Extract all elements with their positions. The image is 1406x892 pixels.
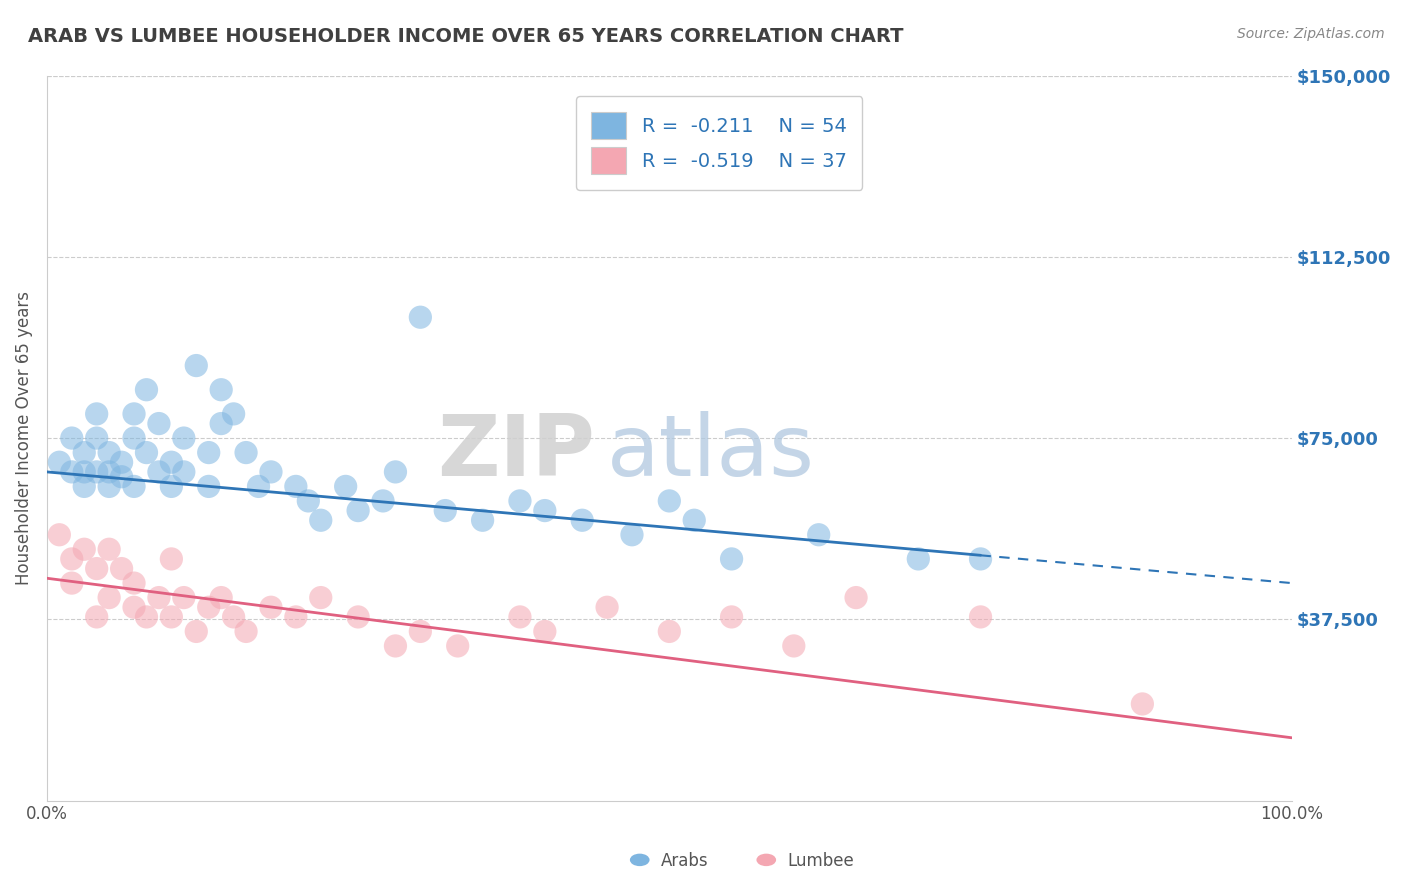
Point bbox=[60, 465, 83, 479]
Point bbox=[384, 465, 406, 479]
Point bbox=[247, 479, 270, 493]
Point bbox=[186, 359, 208, 373]
Point bbox=[160, 455, 183, 469]
Point bbox=[60, 576, 83, 591]
Point bbox=[209, 417, 232, 431]
Point bbox=[683, 513, 706, 527]
Point bbox=[73, 542, 96, 557]
Point bbox=[160, 610, 183, 624]
Point bbox=[284, 610, 307, 624]
Point bbox=[347, 503, 370, 517]
Point bbox=[48, 455, 70, 469]
Point bbox=[98, 591, 121, 605]
Point bbox=[98, 465, 121, 479]
Point bbox=[98, 445, 121, 459]
Legend: R =  -0.211    N = 54, R =  -0.519    N = 37: R = -0.211 N = 54, R = -0.519 N = 37 bbox=[576, 96, 862, 190]
Point bbox=[845, 591, 868, 605]
Point bbox=[434, 503, 457, 517]
Point bbox=[122, 479, 145, 493]
Point bbox=[86, 610, 108, 624]
Point bbox=[534, 624, 557, 639]
Point bbox=[110, 469, 132, 483]
Point bbox=[409, 624, 432, 639]
Point bbox=[60, 431, 83, 445]
Point bbox=[160, 479, 183, 493]
Point bbox=[347, 610, 370, 624]
Point bbox=[371, 494, 394, 508]
Point bbox=[783, 639, 806, 653]
Point bbox=[969, 552, 991, 566]
Point bbox=[260, 465, 283, 479]
Point bbox=[86, 431, 108, 445]
Point bbox=[86, 465, 108, 479]
Point bbox=[297, 494, 319, 508]
Point bbox=[471, 513, 494, 527]
Point bbox=[122, 431, 145, 445]
Point bbox=[907, 552, 929, 566]
Point bbox=[658, 624, 681, 639]
Point bbox=[658, 494, 681, 508]
Point bbox=[335, 479, 357, 493]
Point bbox=[284, 479, 307, 493]
Point bbox=[209, 383, 232, 397]
Point bbox=[148, 417, 170, 431]
Text: atlas: atlas bbox=[607, 411, 815, 494]
Point bbox=[73, 465, 96, 479]
Point bbox=[173, 465, 195, 479]
Point bbox=[571, 513, 593, 527]
Point bbox=[135, 383, 157, 397]
Point bbox=[309, 513, 332, 527]
Point bbox=[135, 445, 157, 459]
Point bbox=[110, 561, 132, 575]
Point bbox=[110, 455, 132, 469]
Point bbox=[86, 561, 108, 575]
Point bbox=[384, 639, 406, 653]
Point bbox=[720, 610, 742, 624]
Point bbox=[534, 503, 557, 517]
Point bbox=[86, 407, 108, 421]
Point bbox=[596, 600, 619, 615]
Point bbox=[122, 600, 145, 615]
Point bbox=[309, 591, 332, 605]
Point bbox=[148, 591, 170, 605]
Text: Source: ZipAtlas.com: Source: ZipAtlas.com bbox=[1237, 27, 1385, 41]
Point bbox=[60, 552, 83, 566]
Point bbox=[197, 600, 219, 615]
Point bbox=[160, 552, 183, 566]
Point bbox=[197, 479, 219, 493]
Point bbox=[260, 600, 283, 615]
Point bbox=[135, 610, 157, 624]
Point bbox=[620, 527, 643, 541]
Point bbox=[48, 527, 70, 541]
Point bbox=[148, 465, 170, 479]
Point bbox=[447, 639, 470, 653]
Point bbox=[186, 624, 208, 639]
Point bbox=[969, 610, 991, 624]
Point bbox=[509, 494, 531, 508]
Point bbox=[235, 445, 257, 459]
Point bbox=[409, 310, 432, 325]
Point bbox=[73, 445, 96, 459]
Text: Lumbee: Lumbee bbox=[787, 852, 853, 870]
Point bbox=[1132, 697, 1154, 711]
Point bbox=[173, 431, 195, 445]
Text: ZIP: ZIP bbox=[437, 411, 595, 494]
Point bbox=[197, 445, 219, 459]
Text: ARAB VS LUMBEE HOUSEHOLDER INCOME OVER 65 YEARS CORRELATION CHART: ARAB VS LUMBEE HOUSEHOLDER INCOME OVER 6… bbox=[28, 27, 904, 45]
Y-axis label: Householder Income Over 65 years: Householder Income Over 65 years bbox=[15, 291, 32, 585]
Point bbox=[720, 552, 742, 566]
Point bbox=[509, 610, 531, 624]
Point bbox=[807, 527, 830, 541]
Point bbox=[122, 407, 145, 421]
Point bbox=[122, 576, 145, 591]
Point bbox=[222, 407, 245, 421]
Point bbox=[209, 591, 232, 605]
Point bbox=[73, 479, 96, 493]
Point bbox=[222, 610, 245, 624]
Point bbox=[98, 542, 121, 557]
Point bbox=[98, 479, 121, 493]
Point bbox=[235, 624, 257, 639]
Text: Arabs: Arabs bbox=[661, 852, 709, 870]
Point bbox=[173, 591, 195, 605]
